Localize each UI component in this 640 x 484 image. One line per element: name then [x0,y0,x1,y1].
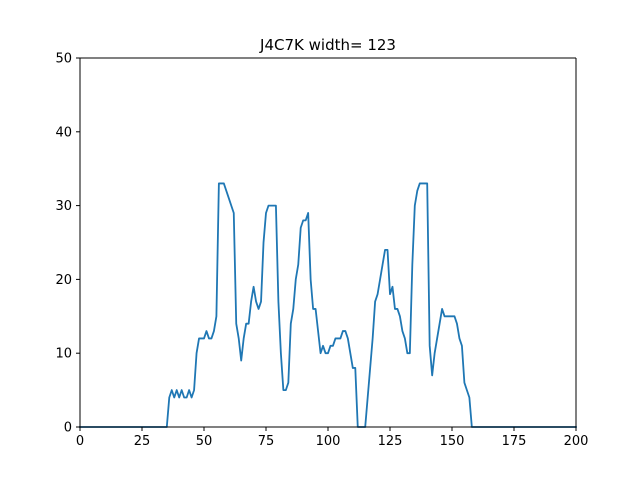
x-tick-label: 175 [502,434,527,449]
chart-title: J4C7K width= 123 [259,36,396,54]
plot-area: 0 25 50 75 100 125 150 175 200 0 10 20 30 40 50 [55,52,588,450]
y-tick-label: 40 [55,125,72,140]
y-tick-label: 0 [64,421,72,436]
x-tick-label: 0 [76,434,84,449]
y-tick-label: 30 [55,199,72,214]
series-line-0 [79,182,577,428]
x-tick-label: 100 [316,434,341,449]
x-tick-label: 75 [258,434,275,449]
y-tick-label: 50 [55,52,72,67]
x-tick-label: 200 [564,434,589,449]
x-tick-label: 125 [378,434,403,449]
x-tick-label: 50 [196,434,213,449]
y-tick-label: 20 [55,273,72,288]
x-tick-label: 25 [134,434,151,449]
y-tick-label: 10 [55,347,72,362]
x-tick-label: 150 [440,434,465,449]
